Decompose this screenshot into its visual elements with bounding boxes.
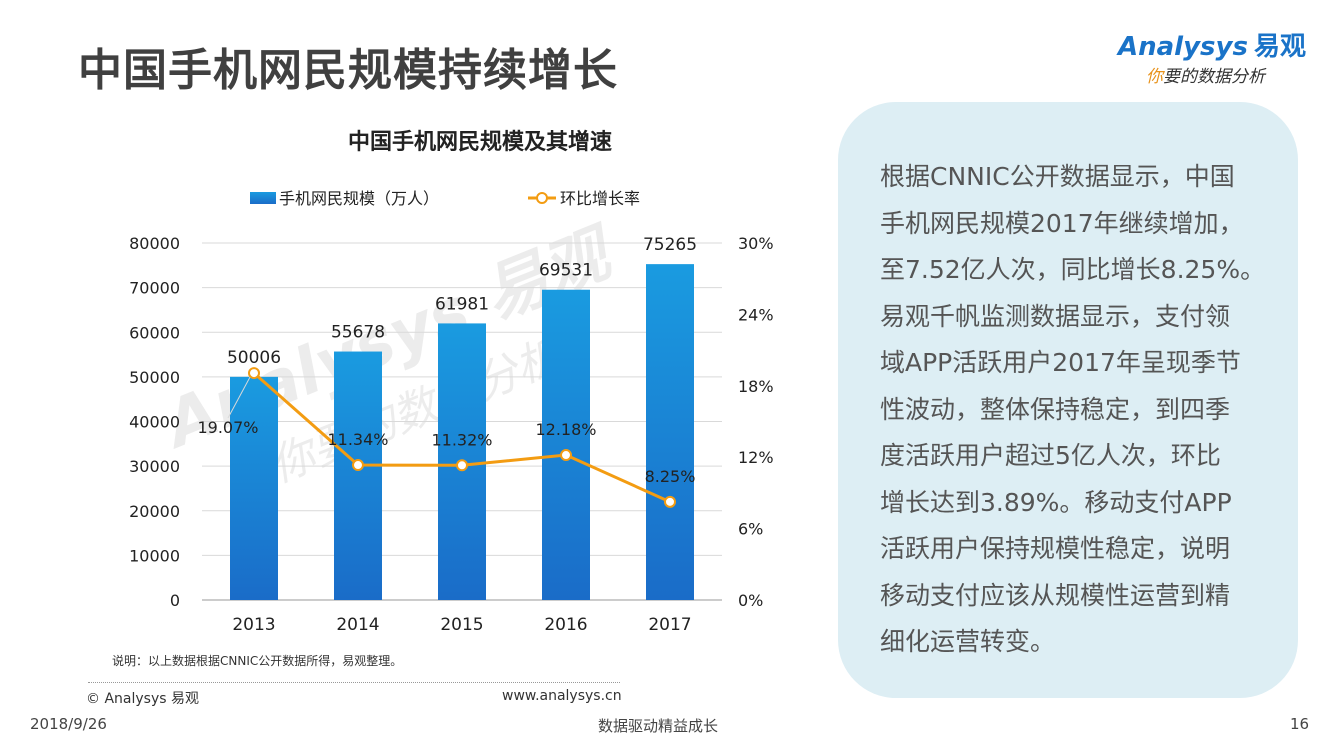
y-left-tick-label: 70000 (129, 279, 180, 298)
line-series (227, 367, 676, 508)
chart-title: 中国手机网民规模及其增速 (347, 130, 612, 155)
line-value-label: 11.32% (431, 430, 492, 449)
y-left-tick-label: 50000 (129, 368, 180, 387)
footer-date: 2018/9/26 (30, 715, 107, 733)
logo-slogan: 你要的数据分析 (1146, 62, 1265, 87)
growth-rate-point (456, 459, 468, 472)
bar (646, 264, 694, 600)
logo-brand-en: Analysys (1118, 32, 1248, 62)
footer-divider (88, 682, 620, 683)
website-link[interactable]: www.analysys.cn (502, 688, 622, 704)
summary-line: 增长达到3.89%。移动支付APP (880, 487, 1232, 517)
logo-brand-cn: 易观 (1253, 32, 1306, 62)
chart-axes: 0 10000 20000 30000 40000 50000 60000 70000 8000… (129, 234, 773, 635)
bar-series (230, 264, 694, 600)
x-tick-label: 2015 (440, 615, 483, 635)
summary-line: 根据CNNIC公开数据显示，中国 (880, 162, 1235, 191)
logo-slogan-rest: 要的数据分析 (1163, 67, 1265, 87)
y-left-tick-label: 30000 (129, 457, 180, 476)
y-left-tick-label: 60000 (129, 323, 180, 342)
data-labels: 50006 55678 61981 69531 75265 19.07% 11.34% 11.… (197, 235, 697, 486)
page-number: 16 (1290, 715, 1310, 733)
y-left-tick-label: 10000 (129, 546, 180, 565)
summary-line: 至7.52亿人次，同比增长8.25%。 (880, 255, 1266, 284)
combo-chart: 0 10000 20000 30000 40000 50000 60000 70000 8000… (129, 189, 773, 635)
copyright: © Analysys 易观 (86, 691, 199, 707)
chart-note: 说明：以上数据根据CNNIC公开数据所得，易观整理。 (112, 654, 403, 668)
analysys-logo: Analysys 易观 你要的数据分析 (1110, 26, 1310, 90)
growth-rate-point (352, 459, 364, 472)
x-tick-label: 2014 (336, 615, 379, 635)
growth-rate-point (248, 367, 260, 380)
line-value-label: 12.18% (535, 420, 596, 439)
summary-line: 移动支付应该从规模性运营到精 (880, 580, 1231, 610)
summary-line: 度活跃用户超过5亿人次，环比 (880, 441, 1221, 470)
growth-rate-point (560, 449, 572, 462)
y-right-tick-label: 30% (738, 234, 774, 253)
summary-line: 性波动，整体保持稳定，到四季 (880, 394, 1231, 424)
bar-value-label: 50006 (227, 348, 281, 368)
y-left-tick-label: 0 (170, 591, 180, 610)
logo-slogan-first: 你 (1146, 67, 1163, 87)
line-value-label: 19.07% (197, 418, 258, 437)
x-tick-label: 2013 (232, 615, 275, 635)
bar-value-label: 61981 (435, 294, 489, 314)
y-right-tick-label: 18% (738, 377, 774, 396)
bar (542, 289, 590, 600)
bar (230, 376, 278, 600)
y-right-tick-label: 0% (738, 591, 763, 610)
summary-line: 活跃用户保持规模性稳定，说明 (880, 534, 1231, 563)
page-title: 中国手机网民规模持续增长 (78, 45, 618, 96)
label-leader-line (227, 376, 251, 419)
growth-rate-point (664, 495, 676, 508)
summary-textbox: 根据CNNIC公开数据显示，中国 手机网民规模2017年继续增加， 至7.52亿… (838, 102, 1298, 698)
summary-line: 细化运营转变。 (880, 627, 1056, 656)
x-tick-label: 2017 (648, 615, 691, 635)
summary-line: 域APP活跃用户2017年呈现季节 (880, 348, 1241, 377)
summary-line: 手机网民规模2017年继续增加， (880, 208, 1244, 238)
line-value-label: 8.25% (645, 467, 696, 486)
y-right-tick-label: 6% (738, 520, 763, 539)
summary-line: 易观千帆监测数据显示，支付领 (880, 301, 1231, 331)
y-left-tick-label: 40000 (129, 413, 180, 432)
legend-bar-swatch (250, 192, 276, 204)
y-right-tick-label: 12% (738, 448, 774, 467)
legend-bar-label: 手机网民规模（万人） (279, 189, 439, 208)
logo-brand: Analysys 易观 (1118, 26, 1306, 63)
y-right-tick-label: 24% (738, 305, 774, 324)
x-tick-label: 2016 (544, 615, 587, 635)
footer-slogan: 数据驱动精益成长 (598, 717, 719, 735)
legend-line-label: 环比增长率 (560, 189, 640, 208)
chart-legend: 手机网民规模（万人） 环比增长率 (250, 189, 640, 208)
legend-line-marker (536, 192, 548, 204)
bar-value-label: 69531 (539, 261, 593, 281)
bar-value-label: 75265 (643, 235, 697, 255)
y-left-tick-label: 20000 (129, 502, 180, 521)
bar (334, 351, 382, 600)
bar-value-label: 55678 (331, 323, 385, 343)
line-value-label: 11.34% (327, 430, 388, 449)
y-left-tick-label: 80000 (129, 234, 180, 253)
